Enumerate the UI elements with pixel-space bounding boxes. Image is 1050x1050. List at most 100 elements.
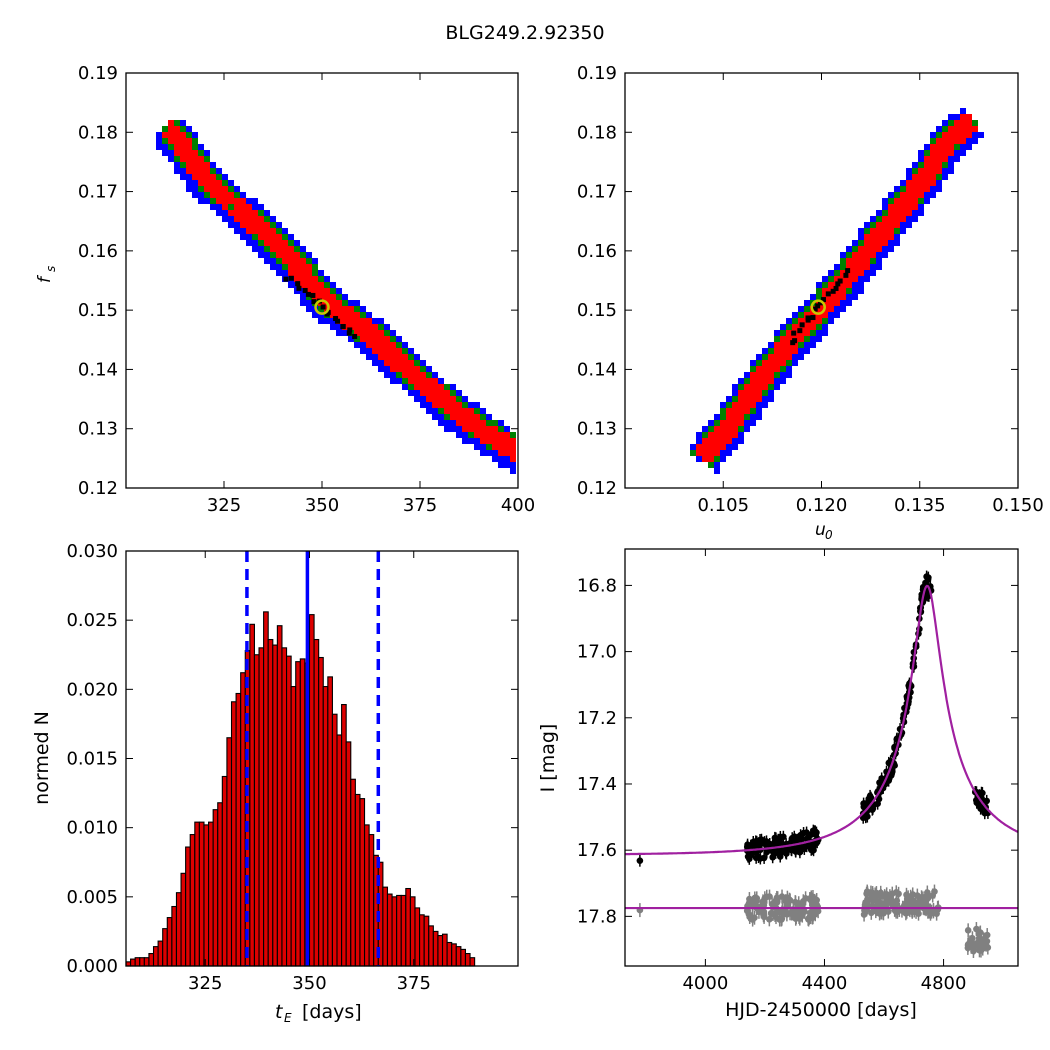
density-core-cell	[186, 156, 192, 162]
density-core-cell	[930, 180, 936, 186]
density-mid-cell	[162, 138, 168, 144]
density-outer-cell	[822, 324, 828, 330]
density-mid-cell	[822, 282, 828, 288]
histogram-bar	[240, 672, 246, 967]
density-core-cell	[336, 300, 342, 306]
density-outer-cell	[456, 432, 462, 438]
density-outer-cell	[162, 150, 168, 156]
density-mid-cell	[402, 348, 408, 354]
density-outer-cell	[756, 408, 762, 414]
best-fit-marker	[314, 299, 330, 315]
density-core-cell	[858, 246, 864, 252]
density-mid-cell	[930, 138, 936, 144]
density-mid-cell	[498, 426, 504, 432]
density-core-cell	[900, 198, 906, 204]
residual-point	[749, 901, 757, 908]
density-core-cell	[822, 288, 828, 294]
density-outer-cell	[714, 462, 720, 468]
density-mid-cell	[492, 420, 498, 426]
density-peak-cell	[810, 315, 816, 321]
density-outer-cell	[246, 198, 252, 204]
density-core-cell	[492, 432, 498, 438]
density-outer-cell	[852, 240, 858, 246]
density-mid-cell	[798, 342, 804, 348]
density-core-cell	[288, 252, 294, 258]
residual-point	[863, 899, 871, 906]
density-core-cell	[780, 336, 786, 342]
density-outer-cell	[186, 126, 192, 132]
density-core-cell	[948, 138, 954, 144]
histogram-bar	[464, 952, 471, 967]
density-core-cell	[876, 222, 882, 228]
density-mid-cell	[816, 288, 822, 294]
density-core-cell	[732, 408, 738, 414]
density-core-cell	[324, 288, 330, 294]
density-core-cell	[378, 354, 384, 360]
density-core-cell	[282, 240, 288, 246]
density-mid-cell	[786, 360, 792, 366]
density-mid-cell	[804, 306, 810, 312]
density-mid-cell	[216, 174, 222, 180]
density-outer-cell	[186, 186, 192, 192]
density-core-cell	[216, 186, 222, 192]
density-outer-cell	[276, 264, 282, 270]
density-core-cell	[426, 384, 432, 390]
density-core-cell	[324, 294, 330, 300]
density-outer-cell	[888, 192, 894, 198]
density-outer-cell	[696, 438, 702, 444]
density-outer-cell	[336, 330, 342, 336]
residual-point	[888, 890, 896, 897]
panel-te-histogram: 325 350 3750.0000.0050.0100.0150.0200.0250…	[31, 541, 519, 1025]
density-outer-cell	[312, 258, 318, 264]
histogram-bar	[253, 654, 260, 967]
density-core-cell	[372, 348, 378, 354]
density-core-cell	[756, 378, 762, 384]
density-peak-cell	[296, 285, 302, 291]
density-mid-cell	[744, 414, 750, 420]
density-core-cell	[918, 168, 924, 174]
density-core-cell	[840, 276, 846, 282]
density-core-cell	[720, 444, 726, 450]
density-outer-cell	[258, 252, 264, 258]
density-core-cell	[174, 144, 180, 150]
density-mid-cell	[858, 240, 864, 246]
density-mid-cell	[774, 336, 780, 342]
density-core-cell	[270, 240, 276, 246]
density-core-cell	[792, 348, 798, 354]
density-outer-cell	[426, 408, 432, 414]
density-core-cell	[384, 348, 390, 354]
density-outer-cell	[876, 210, 882, 216]
x-tick-label: 325	[188, 973, 222, 994]
density-mid-cell	[270, 252, 276, 258]
density-core-cell	[240, 198, 246, 204]
density-core-cell	[720, 420, 726, 426]
histogram-bar	[281, 647, 288, 967]
density-core-cell	[882, 234, 888, 240]
density-core-cell	[888, 234, 894, 240]
density-mid-cell	[942, 162, 948, 168]
density-core-cell	[846, 264, 852, 270]
density-mid-cell	[402, 378, 408, 384]
density-core-cell	[810, 324, 816, 330]
density-core-cell	[852, 252, 858, 258]
density-mid-cell	[510, 432, 516, 438]
density-core-cell	[222, 204, 228, 210]
density-core-cell	[816, 312, 822, 318]
density-core-cell	[492, 438, 498, 444]
density-mid-cell	[840, 264, 846, 270]
density-outer-cell	[378, 366, 384, 372]
density-mid-cell	[714, 420, 720, 426]
density-core-cell	[864, 264, 870, 270]
density-mid-cell	[384, 330, 390, 336]
y-tick-label: 0.010	[66, 818, 118, 839]
density-core-cell	[462, 426, 468, 432]
density-outer-cell	[918, 204, 924, 210]
density-peak-cell	[843, 272, 849, 278]
density-core-cell	[780, 354, 786, 360]
density-outer-cell	[156, 138, 162, 144]
density-outer-cell	[816, 282, 822, 288]
density-mid-cell	[726, 402, 732, 408]
density-core-cell	[786, 348, 792, 354]
x-tick-label: 400	[501, 495, 535, 516]
density-core-cell	[252, 222, 258, 228]
